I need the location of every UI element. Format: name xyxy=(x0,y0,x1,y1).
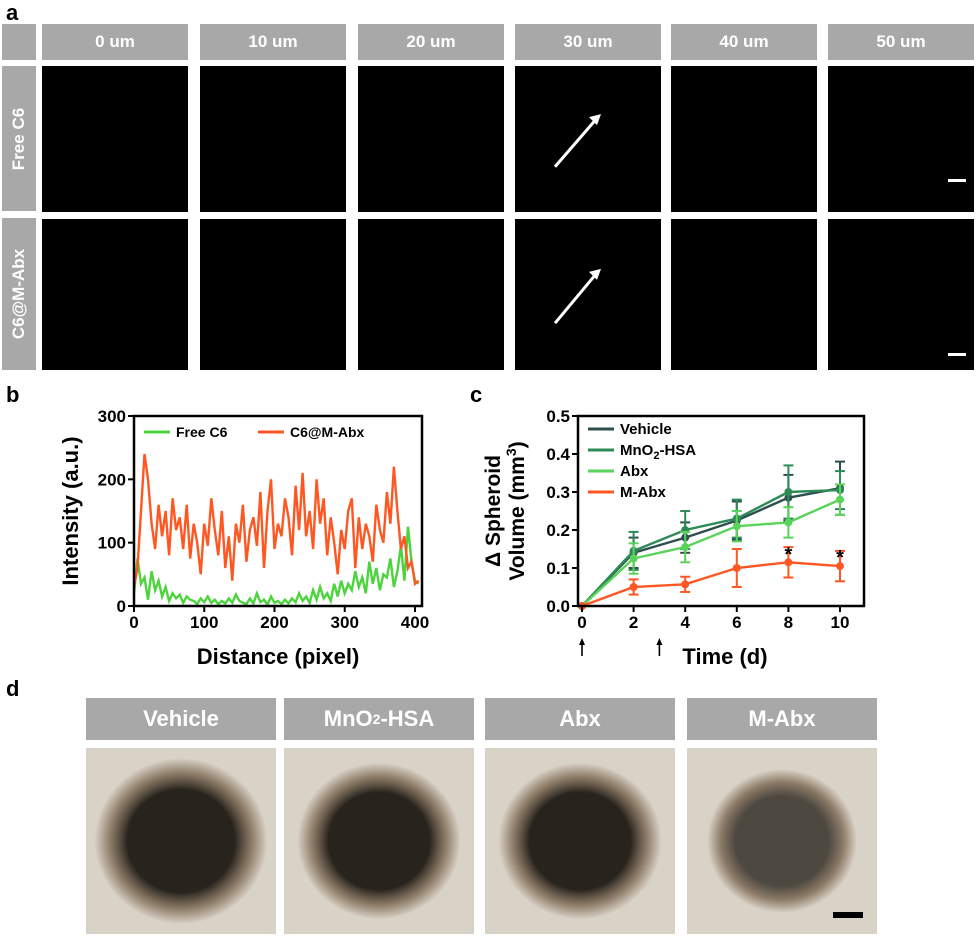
plot-frame xyxy=(132,414,424,608)
micrograph-tile xyxy=(515,66,661,212)
spheroid-image xyxy=(485,748,675,934)
legend-entry: Vehicle xyxy=(620,421,672,438)
panel-label-d: d xyxy=(6,676,20,701)
y-tick-label: 0.3 xyxy=(546,483,570,502)
micrograph-tile xyxy=(42,66,188,212)
column-header: 0 um xyxy=(42,24,188,60)
x-tick-label: 0 xyxy=(577,613,586,632)
legend-entry: MnO2-HSA xyxy=(620,442,696,462)
micrograph-tile xyxy=(200,66,346,212)
micrograph-tile xyxy=(42,219,188,370)
row-header-label: C6@M-Abx xyxy=(9,248,28,340)
x-tick-label: 10 xyxy=(831,613,850,632)
column-header: 50 um xyxy=(828,24,974,60)
x-tick-label: 100 xyxy=(190,613,218,632)
y-axis-label: Intensity (a.u.) xyxy=(58,436,83,585)
spheroid xyxy=(707,769,857,913)
column-header: 30 um xyxy=(515,24,661,60)
legend-entry: Abx xyxy=(620,463,649,480)
y-tick-label: 0.2 xyxy=(546,521,570,540)
x-tick-label: 300 xyxy=(331,613,359,632)
y-tick-label: 200 xyxy=(98,470,126,489)
micrograph-tile xyxy=(358,66,504,212)
group-header: MnO 2 -HSA xyxy=(284,698,474,740)
x-axis-label: Time (d) xyxy=(682,644,767,669)
data-point xyxy=(732,522,741,531)
scale-bar xyxy=(833,912,863,918)
y-tick-label: 100 xyxy=(98,534,126,553)
significance-marker: * xyxy=(836,547,844,569)
y-axis-label-line1: Δ Spheroid xyxy=(482,455,505,567)
treatment-arrow xyxy=(656,638,663,656)
data-point xyxy=(629,583,638,591)
spheroid-image xyxy=(284,748,474,934)
panel-label-c: c xyxy=(470,382,483,407)
micrograph-tile xyxy=(671,219,817,370)
row-header-free-c6: Free C6 xyxy=(2,66,36,211)
panel-label-a: a xyxy=(6,0,19,25)
legend-entry: Free C6 xyxy=(176,424,228,440)
series-3 xyxy=(578,546,845,610)
data-point xyxy=(629,554,638,563)
row-header-c6-m-abx: C6@M-Abx xyxy=(2,218,36,370)
data-point xyxy=(836,495,844,504)
x-tick-label: 4 xyxy=(680,613,690,632)
panel-label-b: b xyxy=(6,382,20,407)
spheroid-volume-chart: 0.0 0.1 0.2 0.3 0.4 0.5 0 2 4 6 8 10 * * Time (d) Δ Sph… xyxy=(482,407,866,669)
micrograph-tile xyxy=(515,219,661,370)
data-point xyxy=(681,580,690,589)
spheroid-image xyxy=(86,748,276,934)
legend-entry: C6@M-Abx xyxy=(290,424,365,440)
x-tick-label: 8 xyxy=(784,613,793,632)
series-line-free-c6 xyxy=(132,526,420,608)
y-tick-label: 0.4 xyxy=(546,445,570,464)
y-tick-label: 0.5 xyxy=(546,407,570,426)
y-tick-label: 0.1 xyxy=(546,559,570,578)
data-point xyxy=(784,488,793,496)
micrograph-tile xyxy=(358,219,504,370)
x-axis-label: Distance (pixel) xyxy=(197,644,360,669)
micrograph-tile xyxy=(828,66,974,212)
y-tick-label: 300 xyxy=(98,407,126,426)
y-axis-label-line2: Volume (mm3) xyxy=(503,441,529,580)
treatment-arrow xyxy=(579,638,585,656)
y-tick-label: 0 xyxy=(117,597,126,616)
micrograph-tile xyxy=(671,66,817,212)
x-tick-label: 200 xyxy=(260,613,288,632)
series-line-c6-m-abx xyxy=(132,453,420,588)
group-header: M-Abx xyxy=(687,698,877,740)
y-tick-label: 0.0 xyxy=(546,597,570,616)
x-tick-label: 2 xyxy=(629,613,638,632)
row-header-label: Free C6 xyxy=(9,107,28,170)
group-header: Abx xyxy=(485,698,675,740)
profile-arrow xyxy=(553,271,599,325)
data-point xyxy=(681,543,690,552)
corner-cell xyxy=(2,24,36,60)
spheroid xyxy=(297,762,461,920)
spheroid-image xyxy=(687,748,877,934)
micrograph-tile xyxy=(828,219,974,370)
data-point xyxy=(784,558,793,567)
legend-entry: M-Abx xyxy=(620,484,666,501)
profile-arrow xyxy=(553,117,599,168)
x-tick-label: 400 xyxy=(401,613,429,632)
scale-bar xyxy=(948,179,966,182)
data-point xyxy=(836,562,844,571)
scale-bar xyxy=(948,353,966,356)
data-point xyxy=(784,518,793,527)
group-header: Vehicle xyxy=(86,698,276,740)
x-tick-label: 6 xyxy=(732,613,741,632)
intensity-profile-chart: 0 100 200 300 0 100 200 300 400 Distance (pixel) I… xyxy=(58,407,429,669)
column-header: 40 um xyxy=(671,24,817,60)
micrograph-tile xyxy=(200,219,346,370)
column-header: 10 um xyxy=(200,24,346,60)
spheroid xyxy=(94,758,268,924)
column-header: 20 um xyxy=(358,24,504,60)
significance-marker: * xyxy=(785,544,793,566)
x-tick-label: 0 xyxy=(129,613,138,632)
spheroid xyxy=(498,762,662,920)
series-2 xyxy=(578,483,845,610)
data-point xyxy=(732,564,741,572)
